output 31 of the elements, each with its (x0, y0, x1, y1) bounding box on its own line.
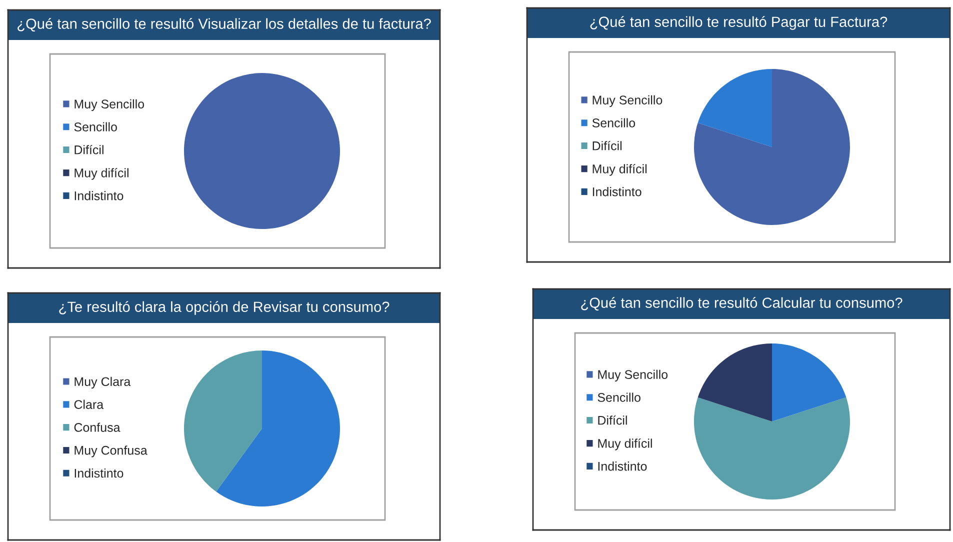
legend-label: Sencillo (74, 122, 117, 132)
legend-label: Sencillo (592, 118, 636, 128)
legend-label: Muy Sencillo (74, 99, 144, 111)
legend-label: Muy Confusa (74, 446, 148, 458)
legend-label: Indistinto (592, 187, 642, 196)
legend-label: Indistinto (74, 468, 124, 478)
legend-label: Muy Sencillo (598, 370, 668, 382)
legend-label: Muy difícil (74, 168, 128, 180)
legend-label: Difícil (598, 415, 627, 425)
pie-slice (184, 350, 262, 492)
chart-title: ¿Qué tan sencillo te resultó Calcular tu consumo? (581, 297, 902, 311)
legend-label: Muy difícil (598, 438, 652, 450)
legend-label: Clara (74, 400, 104, 409)
pie-slice (772, 344, 846, 422)
legend-label: Difícil (74, 144, 104, 154)
pie-slice (698, 69, 772, 147)
chart-title: ¿Qué tan sencillo te resultó Visualizar los detalles de tu factura? (18, 18, 431, 32)
pie-slice (694, 397, 850, 500)
legend-label: Indistinto (598, 462, 647, 471)
legend-label: Difícil (592, 140, 622, 150)
pie-slice (698, 344, 772, 422)
legend-label: Indistinto (74, 191, 124, 200)
legend-label: Muy Sencillo (592, 95, 662, 107)
pie-slice (694, 69, 850, 225)
legend-label: Sencillo (598, 392, 640, 402)
legend-label: Confusa (74, 422, 120, 432)
chart-title: ¿Qué tan sencillo te resultó Pagar tu Factura? (590, 16, 888, 30)
legend-label: Muy Clara (74, 376, 131, 389)
pie-slice (216, 350, 340, 506)
legend-label: Muy difícil (592, 164, 647, 176)
chart-title: ¿Te resultó clara la opción de Revisar tu consumo? (59, 301, 390, 315)
